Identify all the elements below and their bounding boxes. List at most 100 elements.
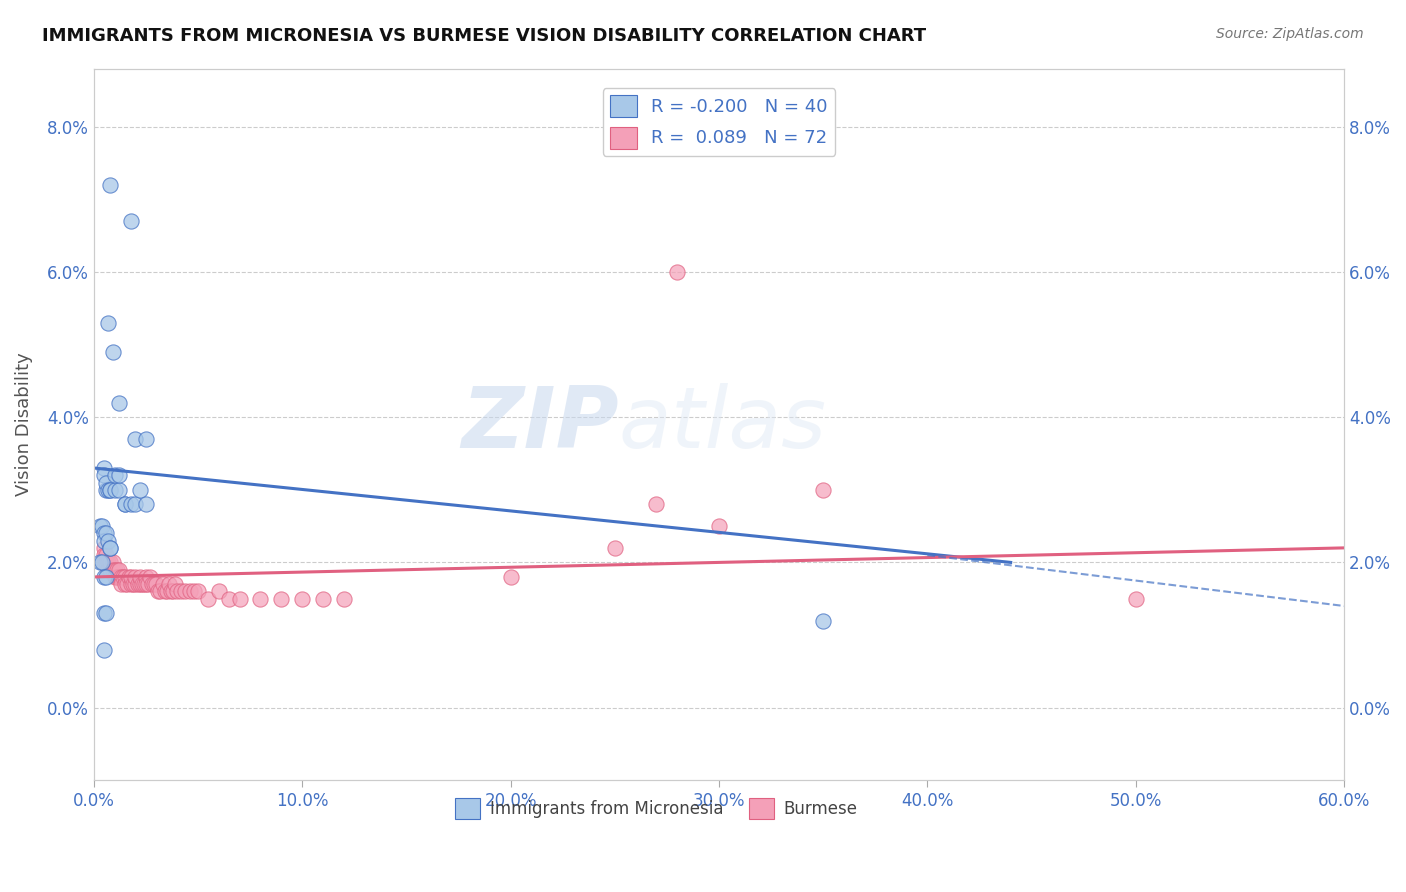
Point (100, 563, 122, 577)
Point (104, 570, 127, 584)
Y-axis label: Vision Disability: Vision Disability (15, 352, 32, 496)
Point (100, 178, 122, 192)
Point (101, 563, 124, 577)
Point (89, 519, 111, 533)
Point (114, 577, 136, 591)
Point (270, 591, 292, 606)
Point (120, 570, 142, 584)
Point (93, 541, 115, 555)
Point (183, 584, 205, 599)
Point (114, 570, 136, 584)
Point (91, 519, 114, 533)
Point (131, 577, 153, 591)
Point (645, 497, 668, 511)
Point (105, 570, 128, 584)
Point (96, 570, 118, 584)
Point (312, 591, 335, 606)
Point (124, 577, 146, 591)
Point (97, 533, 120, 548)
Point (104, 483, 127, 497)
Point (105, 563, 128, 577)
Point (114, 497, 136, 511)
Text: ZIP: ZIP (461, 383, 619, 466)
Point (118, 570, 141, 584)
Point (124, 497, 146, 511)
Point (93, 606, 115, 620)
Point (115, 577, 138, 591)
Text: Source: ZipAtlas.com: Source: ZipAtlas.com (1216, 27, 1364, 41)
Legend: Immigrants from Micronesia, Burmese: Immigrants from Micronesia, Burmese (449, 792, 865, 825)
Point (139, 570, 162, 584)
Point (96, 526, 118, 541)
Point (174, 584, 197, 599)
Point (100, 541, 122, 555)
Point (291, 591, 314, 606)
Point (100, 556, 122, 570)
Point (96, 483, 118, 497)
Point (1125, 591, 1147, 606)
Point (141, 577, 163, 591)
Point (208, 584, 231, 599)
Point (107, 570, 129, 584)
Point (96, 548, 118, 562)
Point (93, 642, 115, 657)
Point (97, 563, 120, 577)
Point (110, 577, 132, 591)
Point (100, 541, 122, 555)
Point (228, 591, 250, 606)
Point (96, 556, 118, 570)
Point (162, 584, 184, 599)
Point (132, 577, 155, 591)
Point (135, 577, 157, 591)
Point (170, 584, 193, 599)
Point (93, 468, 115, 483)
Point (124, 570, 146, 584)
Point (107, 395, 129, 409)
Point (156, 584, 179, 599)
Point (93, 570, 115, 584)
Text: atlas: atlas (619, 383, 827, 466)
Point (135, 432, 157, 446)
Point (187, 584, 209, 599)
Point (97, 316, 120, 330)
Point (148, 584, 170, 599)
Point (110, 570, 132, 584)
Point (153, 584, 176, 599)
Point (93, 556, 115, 570)
Point (107, 563, 129, 577)
Point (93, 461, 115, 475)
Point (97, 483, 120, 497)
Point (135, 497, 157, 511)
Point (127, 577, 149, 591)
Point (120, 214, 142, 228)
Point (107, 483, 129, 497)
Point (157, 577, 180, 591)
Point (96, 475, 118, 490)
Point (143, 577, 166, 591)
Point (163, 577, 186, 591)
Point (149, 584, 172, 599)
Point (93, 548, 115, 562)
Point (707, 519, 730, 533)
Point (166, 584, 188, 599)
Point (120, 497, 142, 511)
Point (89, 556, 111, 570)
Point (179, 584, 201, 599)
Point (811, 483, 834, 497)
Point (136, 577, 159, 591)
Point (100, 483, 122, 497)
Point (120, 577, 142, 591)
Point (128, 577, 150, 591)
Point (603, 541, 626, 555)
Point (128, 570, 150, 584)
Point (107, 468, 129, 483)
Point (101, 344, 124, 359)
Point (93, 526, 115, 541)
Point (249, 591, 271, 606)
Point (124, 432, 146, 446)
Point (666, 265, 689, 279)
Point (122, 577, 145, 591)
Point (135, 570, 157, 584)
Point (160, 584, 183, 599)
Text: IMMIGRANTS FROM MICRONESIA VS BURMESE VISION DISABILITY CORRELATION CHART: IMMIGRANTS FROM MICRONESIA VS BURMESE VI… (42, 27, 927, 45)
